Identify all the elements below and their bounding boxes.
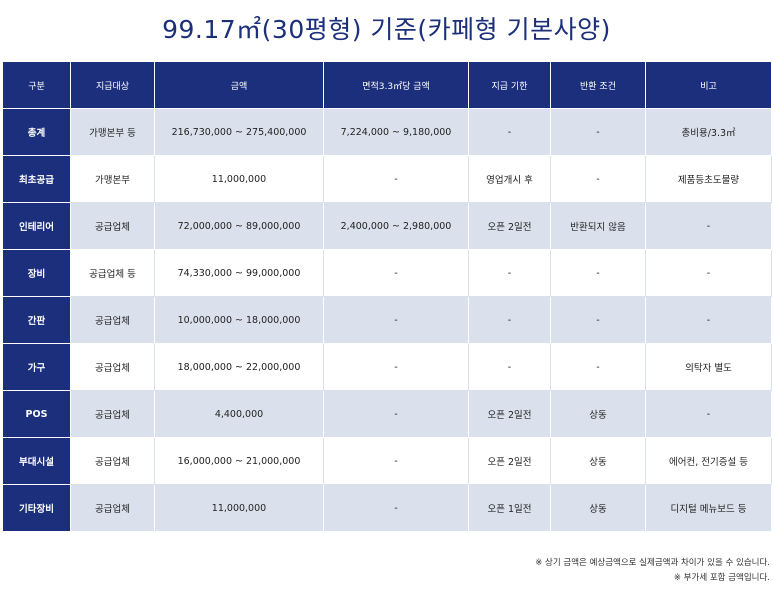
- table-cell: 가맹본부 등: [70, 108, 155, 156]
- column-header: 금액: [154, 61, 324, 109]
- table-cell: 오픈 2일전: [468, 202, 551, 250]
- row-header: POS: [2, 390, 71, 438]
- table-cell: 72,000,000 ~ 89,000,000: [154, 202, 324, 250]
- table-cell: 16,000,000 ~ 21,000,000: [154, 437, 324, 485]
- table-cell: 공급업체: [70, 343, 155, 391]
- table-row: 최초공급 가맹본부 11,000,000 - 영업개시 후 - 제품등초도물량: [2, 155, 772, 203]
- table-header-row: 구분 지급대상 금액 면적3.3㎡당 금액 지급 기한 반환 조건 비고: [2, 61, 772, 109]
- table-cell: -: [468, 249, 551, 297]
- table-cell: 가맹본부: [70, 155, 155, 203]
- table-cell: 총비용/3.3㎡: [645, 108, 772, 156]
- table-cell: 공급업체: [70, 202, 155, 250]
- table-cell: 74,330,000 ~ 99,000,000: [154, 249, 324, 297]
- table-cell: 공급업체 등: [70, 249, 155, 297]
- column-header: 지급대상: [70, 61, 155, 109]
- table-cell: 공급업체: [70, 437, 155, 485]
- table-cell: 4,400,000: [154, 390, 324, 438]
- table-cell: -: [550, 249, 646, 297]
- table-row: 인테리어 공급업체 72,000,000 ~ 89,000,000 2,400,…: [2, 202, 772, 250]
- table-cell: -: [645, 249, 772, 297]
- row-header: 간판: [2, 296, 71, 344]
- table-cell: 의탁자 별도: [645, 343, 772, 391]
- table-cell: 오픈 2일전: [468, 437, 551, 485]
- table-cell: -: [550, 343, 646, 391]
- table-cell: 11,000,000: [154, 484, 324, 532]
- table-cell: -: [468, 296, 551, 344]
- table-cell: 공급업체: [70, 390, 155, 438]
- row-header: 총계: [2, 108, 71, 156]
- row-header: 최초공급: [2, 155, 71, 203]
- table-row: 총계 가맹본부 등 216,730,000 ~ 275,400,000 7,22…: [2, 108, 772, 156]
- table-cell: 공급업체: [70, 484, 155, 532]
- table-cell: -: [645, 296, 772, 344]
- row-header: 장비: [2, 249, 71, 297]
- table-cell: 제품등초도물량: [645, 155, 772, 203]
- table-cell: -: [323, 343, 469, 391]
- table-row: POS 공급업체 4,400,000 - 오픈 2일전 상동 -: [2, 390, 772, 438]
- table-cell: -: [645, 390, 772, 438]
- table-cell: 216,730,000 ~ 275,400,000: [154, 108, 324, 156]
- table-cell: -: [645, 202, 772, 250]
- cost-table: 구분 지급대상 금액 면적3.3㎡당 금액 지급 기한 반환 조건 비고 총계 …: [2, 61, 772, 532]
- column-header: 반환 조건: [550, 61, 646, 109]
- row-header: 기타장비: [2, 484, 71, 532]
- row-header: 부대시설: [2, 437, 71, 485]
- footnotes: ※ 상기 금액은 예상금액으로 실제금액과 차이가 있을 수 있습니다. ※ 부…: [535, 556, 770, 586]
- table-cell: -: [323, 390, 469, 438]
- table-cell: 상동: [550, 390, 646, 438]
- table-row: 기타장비 공급업체 11,000,000 - 오픈 1일전 상동 디지털 메뉴보…: [2, 484, 772, 532]
- table-cell: -: [468, 108, 551, 156]
- table-row: 부대시설 공급업체 16,000,000 ~ 21,000,000 - 오픈 2…: [2, 437, 772, 485]
- table-cell: -: [323, 155, 469, 203]
- column-header: 지급 기한: [468, 61, 551, 109]
- column-header: 비고: [645, 61, 772, 109]
- table-cell: -: [550, 108, 646, 156]
- table-cell: -: [323, 296, 469, 344]
- table-cell: 디지털 메뉴보드 등: [645, 484, 772, 532]
- footnote: ※ 부가세 포함 금액입니다.: [673, 573, 770, 583]
- table-cell: -: [468, 343, 551, 391]
- table-cell: 공급업체: [70, 296, 155, 344]
- table-row: 간판 공급업체 10,000,000 ~ 18,000,000 - - - -: [2, 296, 772, 344]
- table-row: 장비 공급업체 등 74,330,000 ~ 99,000,000 - - - …: [2, 249, 772, 297]
- table-cell: 에어컨, 전기증설 등: [645, 437, 772, 485]
- table-cell: 반환되지 않음: [550, 202, 646, 250]
- table-cell: 18,000,000 ~ 22,000,000: [154, 343, 324, 391]
- table-cell: -: [323, 249, 469, 297]
- table-cell: -: [550, 296, 646, 344]
- table-cell: 상동: [550, 437, 646, 485]
- table-cell: -: [323, 484, 469, 532]
- table-cell: -: [550, 155, 646, 203]
- column-header: 구분: [2, 61, 71, 109]
- page-title: 99.17㎡(30평형) 기준(카페형 기본사양): [162, 15, 611, 44]
- table-cell: 오픈 1일전: [468, 484, 551, 532]
- table-cell: 11,000,000: [154, 155, 324, 203]
- table-cell: -: [323, 437, 469, 485]
- table-row: 가구 공급업체 18,000,000 ~ 22,000,000 - - - 의탁…: [2, 343, 772, 391]
- table-cell: 오픈 2일전: [468, 390, 551, 438]
- table-cell: 영업개시 후: [468, 155, 551, 203]
- footnote: ※ 상기 금액은 예상금액으로 실제금액과 차이가 있을 수 있습니다.: [535, 558, 770, 568]
- table-cell: 7,224,000 ~ 9,180,000: [323, 108, 469, 156]
- table-cell: 10,000,000 ~ 18,000,000: [154, 296, 324, 344]
- row-header: 가구: [2, 343, 71, 391]
- row-header: 인테리어: [2, 202, 71, 250]
- column-header: 면적3.3㎡당 금액: [323, 61, 469, 109]
- table-cell: 상동: [550, 484, 646, 532]
- table-cell: 2,400,000 ~ 2,980,000: [323, 202, 469, 250]
